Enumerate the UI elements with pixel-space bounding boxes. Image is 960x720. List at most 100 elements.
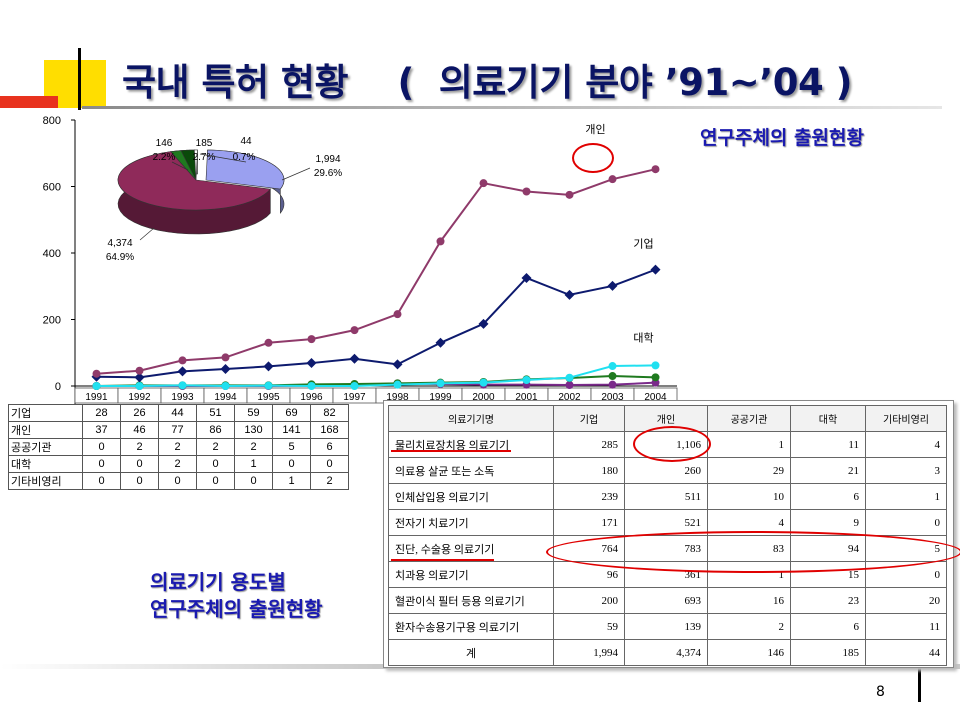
series-line-대학 [96, 364, 656, 388]
highlight-oval-개인 [572, 143, 614, 173]
page-number: 8 [876, 684, 885, 700]
x-tick-label: 2003 [601, 392, 624, 403]
pie-leader-line [139, 227, 155, 241]
row-header: 의료용 살균 또는 소독 [388, 457, 554, 484]
data-point-기업 [478, 318, 489, 329]
pie-percent-label-기업: 29.6% [314, 168, 342, 179]
table-cell: 0 [272, 455, 311, 473]
table-cell: 44 [158, 404, 197, 422]
table-row: 전자기 치료기기 171 521 4 9 0 [388, 509, 947, 536]
data-point-기타비영리 [565, 381, 574, 390]
table-cell: 1,994 [553, 639, 625, 666]
yearly-data-table: 기업 28 26 44 51 59 69 82 개인 37 46 77 86 130 141 168 공공기관 0… [8, 404, 349, 490]
highlight-underline-물리치료 [391, 450, 511, 452]
data-point-대학 [264, 381, 273, 390]
data-point-기업 [521, 272, 532, 283]
table-cell: 168 [310, 421, 349, 439]
table-cell: 130 [234, 421, 273, 439]
table-cell: 3 [865, 457, 947, 484]
table-cell: 2 [158, 455, 197, 473]
table-cell: 59 [234, 404, 273, 422]
pie-slice-기타비영리 [194, 149, 198, 181]
x-tick-label: 1991 [85, 392, 108, 403]
table-cell: 0 [120, 455, 159, 473]
row-header: 물리치료장치용 의료기기 [388, 431, 554, 458]
row-header: 치과용 의료기기 [388, 561, 554, 588]
data-point-개인 [393, 310, 402, 319]
table-row: 개인 37 46 77 86 130 141 168 [8, 421, 349, 439]
column-header: 기업 [553, 405, 625, 432]
pie-value-label-공공기관: 146 [156, 138, 173, 149]
y-tick-label: 600 [43, 182, 61, 194]
highlight-oval-진단-row [546, 531, 960, 573]
table-cell: 1 [707, 431, 791, 458]
data-point-개인 [565, 190, 574, 199]
table-cell: 1 [272, 472, 311, 490]
data-point-개인 [178, 356, 187, 365]
column-header: 의료기기명 [388, 405, 554, 432]
data-point-기업 [392, 359, 403, 370]
data-point-개인 [436, 237, 445, 246]
table-cell: 69 [272, 404, 311, 422]
table-cell: 0 [865, 509, 947, 536]
table-cell: 21 [790, 457, 866, 484]
table-cell: 23 [790, 587, 866, 614]
table-cell: 0 [196, 455, 235, 473]
data-point-기업 [220, 364, 231, 375]
pie-percent-label-기타비영리: 0.7% [233, 152, 256, 163]
table-cell: 29 [707, 457, 791, 484]
x-tick-label: 1999 [429, 392, 452, 403]
data-point-공공기관 [608, 372, 617, 381]
data-point-대학 [479, 378, 488, 387]
data-point-개인 [651, 165, 660, 174]
table-cell: 16 [707, 587, 791, 614]
table-cell: 2 [158, 438, 197, 456]
x-tick-label: 1995 [257, 392, 280, 403]
table-cell: 28 [82, 404, 121, 422]
data-point-기업 [607, 280, 618, 291]
series-label-기업: 기업 [633, 238, 653, 251]
data-point-개인 [135, 366, 144, 375]
row-header: 계 [388, 639, 554, 666]
table-caption-line1: 의료기기 용도별 [150, 570, 286, 594]
pie-percent-label-개인: 64.9% [106, 252, 134, 263]
x-tick-label: 1992 [128, 392, 151, 403]
table-cell: 200 [553, 587, 625, 614]
table-cell: 0 [82, 455, 121, 473]
series-line-개인 [96, 168, 656, 375]
pie-slice-기업 [205, 149, 285, 190]
row-header: 환자수송용기구용 의료기기 [388, 613, 554, 640]
data-point-기업 [349, 353, 360, 364]
table-cell: 4 [865, 431, 947, 458]
table-row: 인체삽입용 의료기기 239 511 10 6 1 [388, 483, 947, 510]
table-cell: 77 [158, 421, 197, 439]
data-point-대학 [178, 381, 187, 390]
pie-leader-line [171, 161, 189, 171]
highlight-oval-1106 [633, 426, 711, 462]
table-cell: 6 [790, 613, 866, 640]
table-cell: 26 [120, 404, 159, 422]
row-header: 혈관이식 필터 등용 의료기기 [388, 587, 554, 614]
data-point-대학 [135, 382, 144, 390]
pie-percent-label-공공기관: 2.2% [153, 152, 176, 163]
data-point-개인 [608, 175, 617, 184]
x-tick-label: 2002 [558, 392, 581, 403]
data-point-대학 [92, 382, 101, 390]
series-label-개인: 개인 [585, 123, 605, 136]
table-cell: 511 [624, 483, 708, 510]
table-row: 대학 0 0 2 0 1 0 0 [8, 455, 349, 473]
pie-chart: 146 2.2% 185 2.7% 44 0.7% 1,994 29.6% 4,374 64.9% [106, 136, 342, 263]
table-cell: 146 [707, 639, 791, 666]
table-cell: 6 [310, 438, 349, 456]
row-header: 기타비영리 [8, 472, 83, 490]
y-tick-label: 800 [43, 115, 61, 127]
table-cell: 0 [120, 472, 159, 490]
table-cell: 2 [120, 438, 159, 456]
table-cell: 2 [234, 438, 273, 456]
row-header: 인체삽입용 의료기기 [388, 483, 554, 510]
column-header: 공공기관 [707, 405, 791, 432]
data-point-대학 [608, 362, 617, 371]
table-cell: 0 [82, 472, 121, 490]
slide-title: 국내 특허 현황 ( 의료기기 분야 ’91~’04 ) [122, 61, 853, 104]
table-row: 계 1,994 4,374 146 185 44 [388, 639, 947, 666]
